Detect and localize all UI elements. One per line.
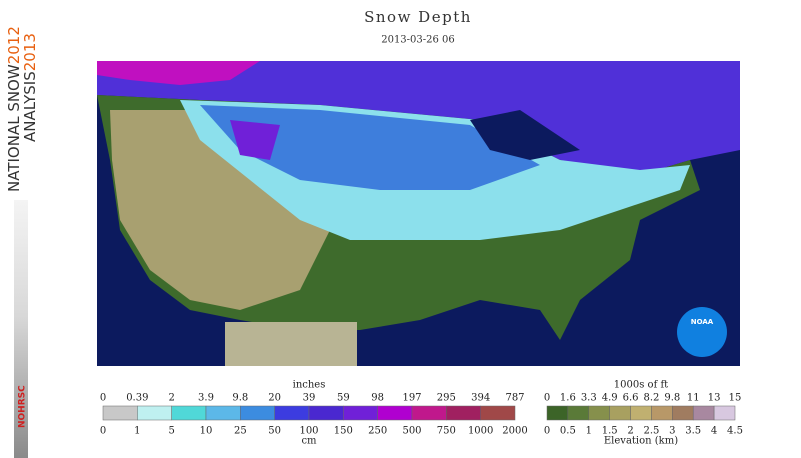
legend-bottom-label: 1000: [468, 426, 493, 437]
legend-top-label: 3.9: [198, 393, 214, 404]
legend-swatch: [377, 405, 413, 421]
legend-top-label: 13: [708, 393, 721, 404]
legend-swatch: [343, 405, 378, 421]
legend-bottom-label: 1: [134, 426, 140, 437]
legend-caption: Elevation (km): [604, 436, 678, 447]
legend-swatch: [546, 405, 569, 421]
map-subtitle: 2013-03-26 06: [381, 35, 455, 46]
map: NOAA: [97, 61, 740, 366]
legend-top-label: 0.39: [126, 393, 148, 404]
legend-bottom-label: 3.5: [685, 426, 701, 437]
legend-top-label: 98: [371, 393, 384, 404]
legend-bottom-label: 10: [200, 426, 213, 437]
noaa-logo: [677, 307, 727, 357]
legend-top-label: 15: [729, 393, 742, 404]
legend-swatch: [609, 405, 631, 421]
legend-top-label: 59: [337, 393, 350, 404]
canada-deep-snow: [97, 61, 260, 85]
legend-top-label: 2: [168, 393, 174, 404]
map-title: Snow Depth: [364, 8, 472, 26]
legend-top-label: 3.3: [581, 393, 597, 404]
sidebar-year1: 2012: [5, 26, 23, 64]
legend-top-label: 0: [544, 393, 550, 404]
legend-top-label: 6.6: [623, 393, 639, 404]
legend-top-label: 9.8: [664, 393, 680, 404]
legend-bottom-label: 50: [268, 426, 281, 437]
legend-bottom-label: 4: [711, 426, 717, 437]
legend-bottom-label: 2: [627, 426, 633, 437]
snow-moderate: [200, 105, 540, 190]
legend-top-label: 9.8: [232, 393, 248, 404]
legend-top-unit: 1000s of ft: [614, 380, 668, 391]
legend-bottom-label: 0.5: [560, 426, 576, 437]
legend-swatch: [308, 405, 344, 421]
legend-top-label: 4.9: [602, 393, 618, 404]
legend-bottom-label: 25: [234, 426, 247, 437]
legend-bottom-label: 0: [100, 426, 106, 437]
great-lakes: [470, 110, 580, 160]
sidebar-title: NATIONAL SNOW2012 ANALYSIS2013: [5, 26, 39, 192]
legend-top-label: 0: [100, 393, 106, 404]
legend-swatch: [567, 405, 590, 421]
legend-swatch: [588, 405, 610, 421]
legend-top-label: 197: [402, 393, 421, 404]
legend-bottom-label: 3: [669, 426, 675, 437]
legend-swatch: [630, 405, 652, 421]
legend-bottom-label: 750: [437, 426, 456, 437]
legend-bottom-label: 250: [368, 426, 387, 437]
legend-top-label: 20: [268, 393, 281, 404]
legend-caption: cm: [301, 436, 317, 447]
legend-bottom-label: 1.5: [602, 426, 618, 437]
sidebar-stripe: [14, 200, 28, 458]
legend-swatch: [692, 405, 715, 421]
legend-top-label: 787: [505, 393, 524, 404]
legend-bottom-label: 4.5: [727, 426, 743, 437]
legend-swatch: [651, 405, 673, 421]
legend-bottom-label: 0: [544, 426, 550, 437]
legend-swatch: [240, 405, 275, 421]
sidebar-line2: ANALYSIS: [21, 71, 39, 142]
noaa-logo-text: NOAA: [691, 318, 714, 326]
legend-swatch: [411, 405, 447, 421]
legend-swatch: [274, 405, 310, 421]
svg-text:NATIONAL SNOW2012: NATIONAL SNOW2012: [5, 26, 23, 192]
legend-swatch: [446, 405, 481, 421]
canada: [97, 61, 740, 175]
sidebar-year2: 2013: [21, 33, 39, 71]
legend-bottom-label: 150: [334, 426, 353, 437]
legend-swatch: [205, 405, 241, 421]
legend-swatch: [480, 405, 516, 421]
legend-bottom-label: 500: [402, 426, 421, 437]
legend-top-unit: inches: [293, 380, 326, 391]
legend-bottom-label: 100: [299, 426, 318, 437]
legend-top-label: 295: [437, 393, 456, 404]
legend-swatch: [137, 405, 172, 421]
legend-swatch: [171, 405, 207, 421]
legend-top-label: 39: [303, 393, 316, 404]
snow-deep: [230, 120, 280, 160]
sidebar-line1: NATIONAL SNOW: [5, 64, 23, 192]
legend-top-label: 394: [471, 393, 490, 404]
legend-top-label: 11: [687, 393, 700, 404]
legend-top-label: 8.2: [643, 393, 659, 404]
legend-swatch: [672, 405, 694, 421]
legend-bottom-label: 2.5: [643, 426, 659, 437]
legend-bottom-label: 1: [586, 426, 592, 437]
legend-swatch: [713, 405, 736, 421]
legend-top-label: 1.6: [560, 393, 576, 404]
mexico: [225, 322, 357, 366]
legend-bottom-label: 2000: [502, 426, 527, 437]
legend-bottom-label: 5: [168, 426, 174, 437]
svg-text:ANALYSIS2013: ANALYSIS2013: [21, 33, 39, 142]
legend-swatch: [102, 405, 138, 421]
sidebar-badge: NOHRSC: [18, 385, 28, 428]
